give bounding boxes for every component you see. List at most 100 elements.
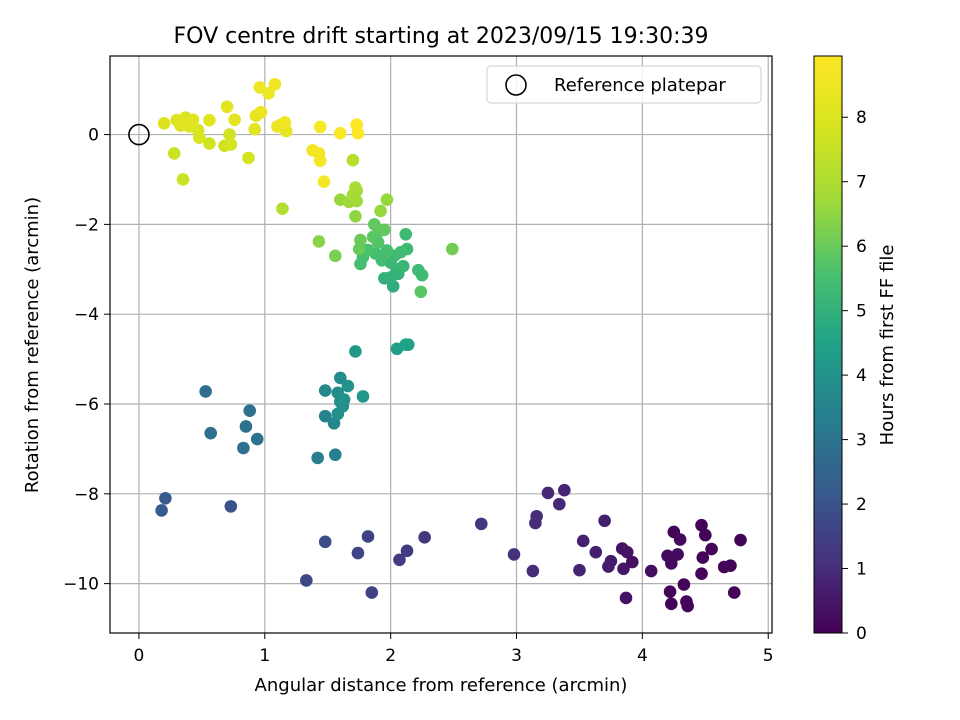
data-point [186,113,200,127]
data-point [242,151,255,165]
data-point [361,530,375,543]
data-points [155,77,747,613]
y-tick-label: −4 [74,305,99,325]
legend-marker-icon [505,74,527,96]
data-point [349,210,362,223]
data-point [365,586,379,599]
data-point [378,271,391,285]
data-point [589,545,603,559]
data-point [237,441,250,455]
data-point [396,259,410,273]
data-point [705,542,718,556]
data-point [300,574,313,587]
data-point [250,432,264,446]
data-point [663,585,677,598]
data-point [598,514,611,528]
x-tick-label: 5 [763,646,774,666]
colorbar-tick-label: 0 [856,624,867,644]
colorbar-tick-label: 6 [856,237,867,257]
data-point [696,551,710,564]
data-point [619,591,633,605]
data-point [318,535,332,549]
data-point [553,497,566,511]
colorbar-label: Hours from first FF file [877,245,898,446]
colorbar-tick-label: 7 [856,173,867,193]
x-tick-label: 3 [511,646,522,666]
data-point [318,384,332,397]
data-point [615,542,629,555]
plot-area [110,56,772,633]
data-point [159,491,172,505]
data-point [673,533,687,546]
data-point [677,578,691,591]
data-point [393,553,406,567]
grid-lines [110,56,772,633]
data-point [698,528,712,542]
reference-point [128,123,150,146]
data-point [399,227,413,241]
plot-frame [109,55,773,634]
data-point [199,385,212,398]
data-point [351,546,365,560]
data-point [318,409,332,423]
data-point [681,599,694,613]
data-point [278,116,292,129]
data-point [193,131,206,145]
data-point [203,137,216,150]
data-point [695,567,708,581]
data-point [529,516,542,530]
data-point [558,483,571,497]
data-point [203,113,216,127]
data-point [414,285,428,299]
data-point [167,147,181,160]
data-point [334,371,347,385]
data-point [394,245,408,259]
data-point [665,557,678,570]
data-point [341,379,355,393]
data-point [665,597,678,611]
data-point [695,518,708,532]
data-point [734,533,747,547]
data-point [312,235,326,248]
data-point [446,242,459,256]
y-tick-label: −6 [74,395,99,415]
legend-box [486,65,762,104]
x-tick-label: 2 [385,646,396,666]
x-axis-label: Angular distance from reference (arcmin) [255,675,628,696]
data-point [602,560,615,573]
data-point [576,534,590,548]
data-point [334,126,347,140]
data-point [176,173,190,186]
data-point [356,390,370,403]
data-point [243,404,256,418]
data-point [276,202,289,215]
data-point [541,486,555,500]
data-point [224,138,238,151]
data-point [374,204,387,218]
data-point [671,548,684,561]
data-point [351,126,365,140]
colorbar-ticks: 0 1 2 3 4 5 6 7 8 [842,108,867,644]
data-point [724,559,737,572]
y-axis-ticks: 0 −2 −4 −6 −8 −10 [63,126,110,595]
y-tick-label: −10 [63,575,99,595]
data-point [337,393,351,406]
data-point [317,175,331,189]
y-tick-label: 0 [88,126,99,146]
data-point [474,517,488,531]
legend-label: Reference platepar [554,75,726,96]
data-point [254,105,268,119]
data-point [346,153,360,167]
chart-title: FOV centre drift starting at 2023/09/15 … [174,24,709,49]
data-point [228,113,241,127]
data-point [727,586,741,599]
data-point [328,448,342,462]
x-tick-label: 0 [134,646,145,666]
y-tick-label: −2 [74,215,99,235]
colorbar-tick-label: 3 [856,431,867,451]
x-axis-ticks: 0 1 2 3 4 5 [134,633,774,666]
data-point [380,244,394,257]
data-point [617,562,630,576]
data-point [573,563,586,577]
